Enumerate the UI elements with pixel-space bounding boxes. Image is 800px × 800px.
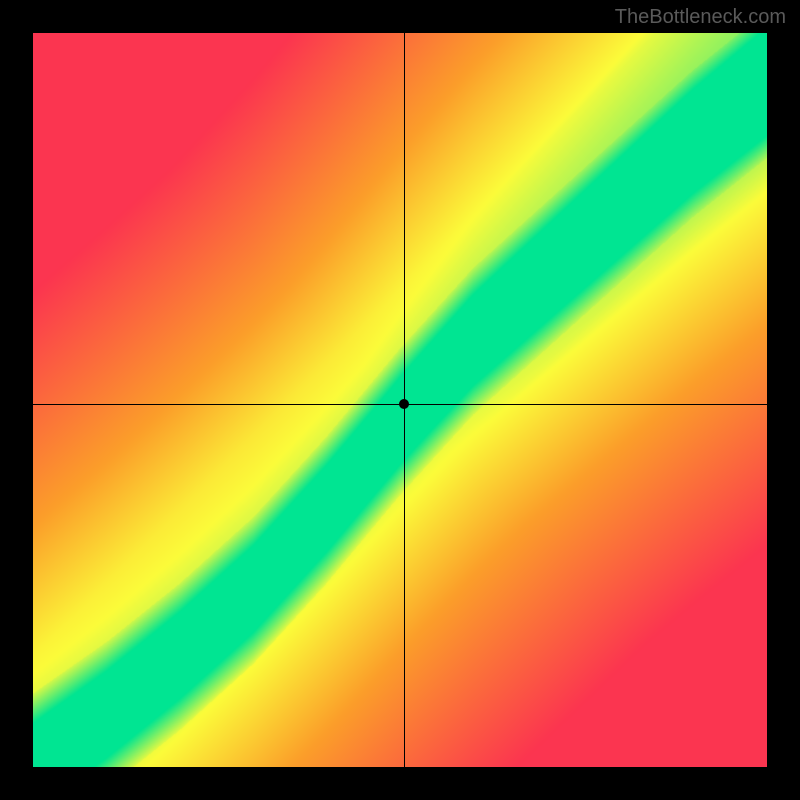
watermark-text: TheBottleneck.com — [615, 6, 786, 29]
crosshair-dot — [399, 399, 409, 409]
bottleneck-heatmap — [33, 33, 767, 767]
